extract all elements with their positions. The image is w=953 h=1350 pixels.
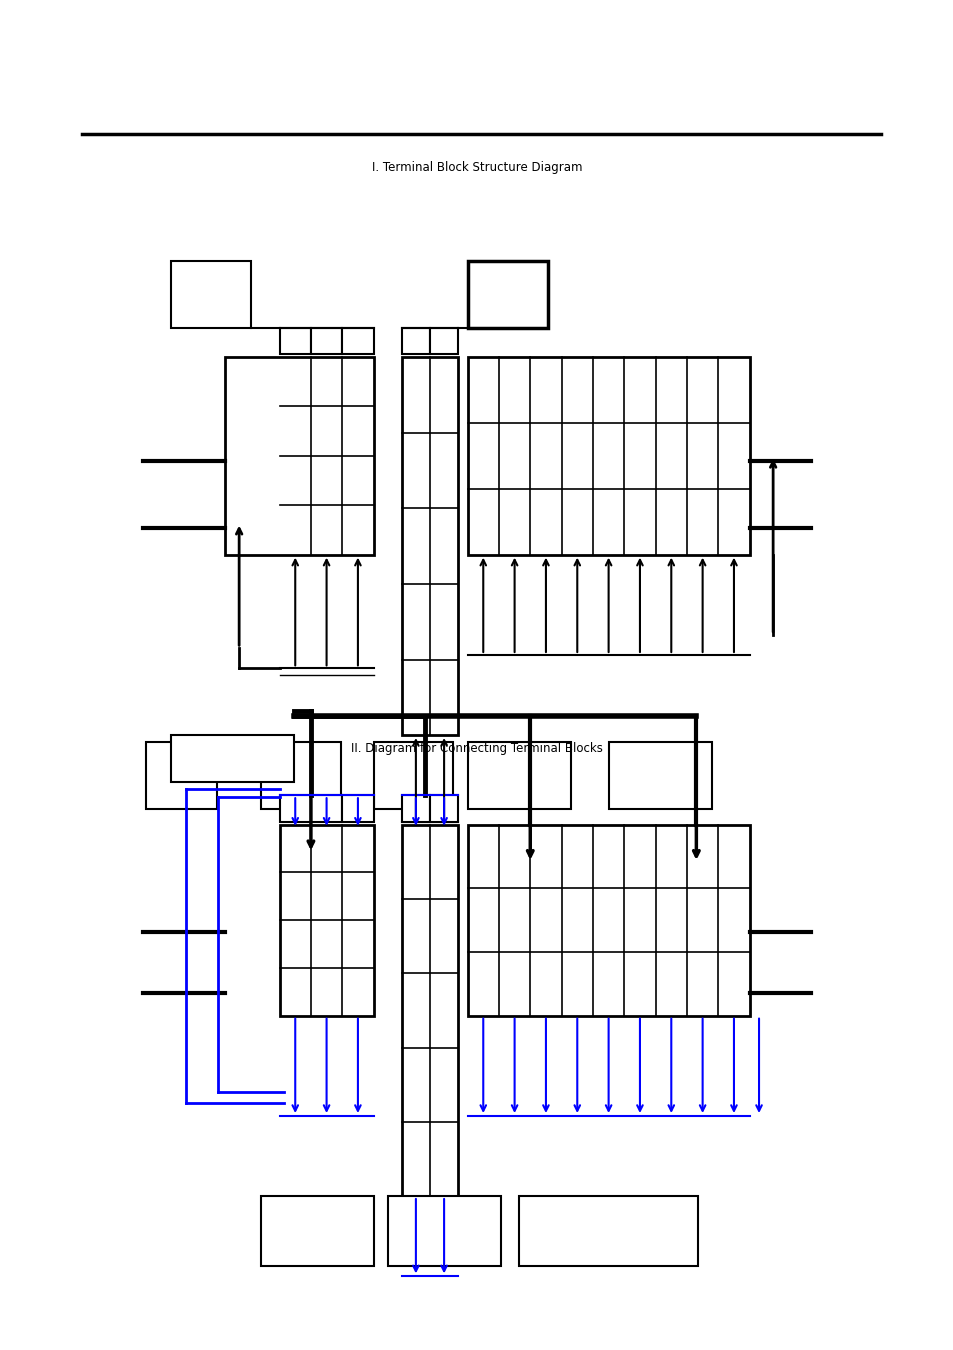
Text: I. Terminal Block Structure Diagram: I. Terminal Block Structure Diagram [372, 161, 581, 174]
Bar [279, 328, 311, 354]
Bar [467, 261, 547, 328]
Bar [518, 1196, 698, 1265]
Bar [387, 1196, 500, 1265]
Bar [401, 356, 457, 736]
Bar [608, 741, 711, 809]
Bar [260, 741, 340, 809]
Text: II. Diagram for Connecting Terminal Blocks: II. Diagram for Connecting Terminal Bloc… [351, 743, 602, 755]
Bar [430, 795, 457, 822]
Bar [311, 795, 342, 822]
Bar [311, 328, 342, 354]
Bar [342, 328, 374, 354]
Bar [430, 328, 457, 354]
Bar [225, 356, 374, 555]
Bar [401, 328, 430, 354]
Bar [342, 795, 374, 822]
Bar [279, 795, 311, 822]
Bar [172, 261, 251, 328]
Bar [374, 741, 453, 809]
Bar [401, 825, 457, 1196]
Bar [146, 741, 216, 809]
Bar [279, 825, 374, 1015]
Bar [401, 795, 430, 822]
Bar [172, 736, 294, 782]
Bar [467, 741, 571, 809]
Bar [467, 825, 749, 1015]
Bar [467, 356, 749, 555]
Bar [260, 1196, 374, 1265]
